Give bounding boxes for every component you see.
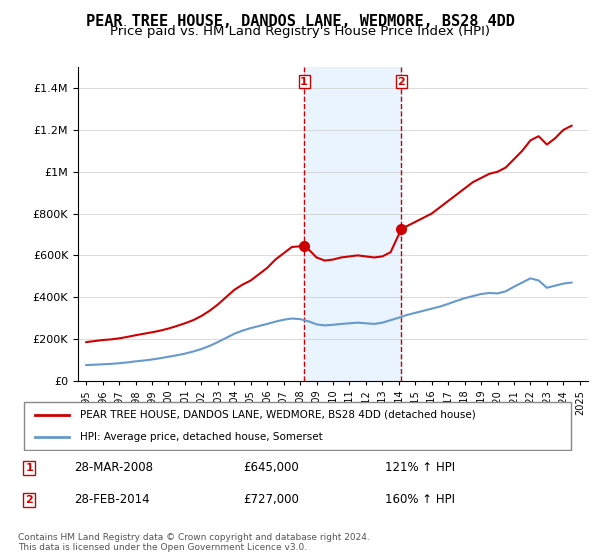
Text: £727,000: £727,000	[244, 493, 299, 506]
Text: 121% ↑ HPI: 121% ↑ HPI	[385, 461, 455, 474]
Text: PEAR TREE HOUSE, DANDOS LANE, WEDMORE, BS28 4DD (detached house): PEAR TREE HOUSE, DANDOS LANE, WEDMORE, B…	[80, 409, 476, 419]
Text: 1: 1	[25, 463, 33, 473]
Text: Price paid vs. HM Land Registry's House Price Index (HPI): Price paid vs. HM Land Registry's House …	[110, 25, 490, 38]
Text: 1: 1	[300, 77, 308, 87]
Text: 28-MAR-2008: 28-MAR-2008	[74, 461, 154, 474]
Bar	[304, 67, 401, 381]
Text: 2: 2	[398, 77, 406, 87]
Text: HPI: Average price, detached house, Somerset: HPI: Average price, detached house, Some…	[80, 432, 323, 442]
Text: £645,000: £645,000	[244, 461, 299, 474]
Text: 160% ↑ HPI: 160% ↑ HPI	[385, 493, 455, 506]
Text: 2: 2	[25, 495, 33, 505]
FancyBboxPatch shape	[23, 402, 571, 450]
Text: This data is licensed under the Open Government Licence v3.0.: This data is licensed under the Open Gov…	[18, 543, 307, 552]
Text: Contains HM Land Registry data © Crown copyright and database right 2024.: Contains HM Land Registry data © Crown c…	[18, 533, 370, 542]
Text: 28-FEB-2014: 28-FEB-2014	[74, 493, 150, 506]
Text: PEAR TREE HOUSE, DANDOS LANE, WEDMORE, BS28 4DD: PEAR TREE HOUSE, DANDOS LANE, WEDMORE, B…	[86, 14, 514, 29]
